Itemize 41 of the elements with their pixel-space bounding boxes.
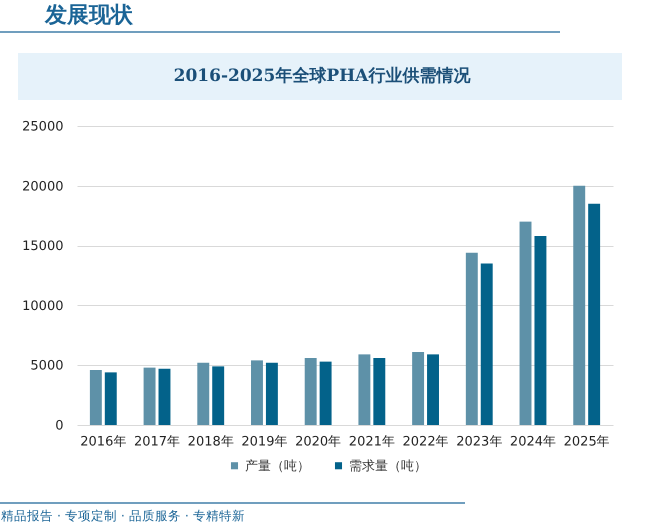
bar: [90, 370, 102, 425]
x-tick-label: 2020年: [295, 434, 342, 450]
y-tick-label: 10000: [22, 298, 64, 314]
bar: [266, 362, 278, 425]
bar: [427, 354, 439, 425]
x-tick-label: 2017年: [134, 434, 180, 450]
x-tick-label: 2018年: [188, 434, 234, 450]
bar: [104, 372, 117, 425]
y-tick-label: 15000: [22, 239, 64, 254]
y-tick-label: 25000: [22, 120, 64, 134]
chart-title: 2016-2025年全球PHA行业供需情况: [174, 66, 472, 86]
y-tick-label: 20000: [22, 179, 64, 194]
text: 发展现状: [44, 3, 134, 28]
bar: [466, 252, 478, 425]
bar: [158, 368, 170, 425]
bar: [480, 264, 493, 425]
y-tick-label: 0: [55, 418, 64, 434]
x-tick-label: 2016年: [80, 434, 126, 450]
x-tick-label: 2023年: [456, 434, 502, 450]
bar: [588, 204, 600, 425]
text: 精品报告 · 专项定制 · 品质服务 · 专精特新: [1, 508, 245, 523]
bar: [373, 358, 386, 425]
bar: [412, 352, 424, 425]
bar: [358, 354, 370, 425]
x-tick-label: 2024年: [510, 434, 556, 450]
legend-label: 需求量（吨）: [349, 458, 427, 474]
bar: [520, 222, 532, 425]
bar: [251, 360, 263, 425]
x-tick-label: 2025年: [564, 434, 610, 450]
bar: [573, 186, 586, 425]
x-tick-label: 2021年: [348, 434, 395, 450]
bar: [197, 362, 210, 425]
bar: [534, 236, 546, 425]
legend-label: 产量（吨）: [245, 458, 310, 474]
bar: [304, 358, 317, 425]
bar: [144, 368, 156, 425]
bar: [212, 366, 224, 425]
x-tick-label: 2022年: [402, 434, 449, 450]
y-tick-label: 5000: [30, 358, 64, 374]
bar: [320, 362, 332, 425]
x-tick-label: 2019年: [241, 434, 288, 450]
